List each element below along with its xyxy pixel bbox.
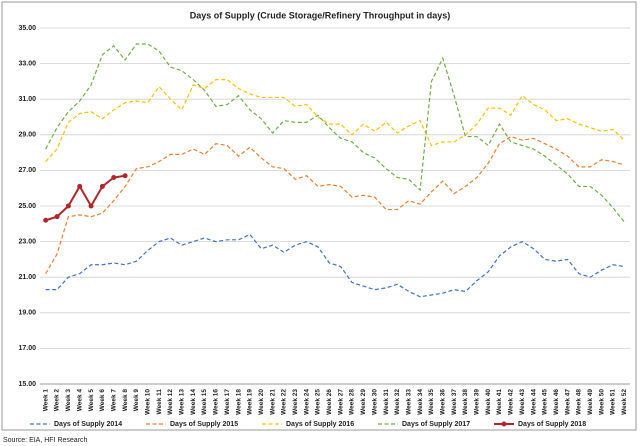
chart-title: Days of Supply (Crude Storage/Refinery T… bbox=[190, 10, 451, 20]
x-tick-label: Week 16 bbox=[213, 389, 220, 415]
y-tick-label: 27.00 bbox=[18, 167, 36, 174]
x-tick-label: Week 46 bbox=[553, 389, 560, 415]
series-marker bbox=[111, 175, 117, 181]
x-tick-label: Week 51 bbox=[610, 389, 617, 415]
y-tick-label: 25.00 bbox=[18, 203, 36, 210]
x-tick-label: Week 17 bbox=[224, 389, 231, 415]
x-tick-label: Week 23 bbox=[292, 389, 299, 415]
x-tick-label: Week 19 bbox=[247, 389, 254, 415]
legend-label: Days of Supply 2014 bbox=[54, 421, 122, 428]
x-tick-label: Week 33 bbox=[405, 389, 412, 415]
x-tick-label: Week 36 bbox=[440, 389, 447, 415]
x-tick-label: Week 6 bbox=[99, 389, 106, 412]
x-tick-label: Week 52 bbox=[621, 389, 628, 415]
x-tick-label: Week 1 bbox=[42, 389, 49, 412]
x-tick-label: Week 21 bbox=[269, 389, 276, 415]
x-tick-label: Week 44 bbox=[530, 389, 537, 415]
y-tick-label: 33.00 bbox=[18, 60, 36, 67]
legend-label: Days of Supply 2016 bbox=[286, 421, 354, 428]
series-line bbox=[45, 43, 625, 223]
x-tick-label: Week 39 bbox=[474, 389, 481, 415]
x-tick-label: Week 37 bbox=[451, 389, 458, 415]
x-tick-label: Week 24 bbox=[303, 389, 310, 415]
x-tick-label: Week 12 bbox=[167, 389, 174, 415]
series-line bbox=[45, 135, 625, 274]
x-tick-label: Week 7 bbox=[110, 389, 117, 412]
x-tick-label: Week 29 bbox=[360, 389, 367, 415]
x-tick-label: Week 41 bbox=[496, 389, 503, 415]
legend-label: Days of Supply 2017 bbox=[402, 421, 470, 428]
x-tick-label: Week 50 bbox=[598, 389, 605, 415]
x-tick-label: Week 27 bbox=[337, 389, 344, 415]
x-tick-label: Week 34 bbox=[417, 389, 424, 415]
y-tick-label: 21.00 bbox=[18, 274, 36, 281]
x-tick-label: Week 26 bbox=[326, 389, 333, 415]
x-tick-label: Week 47 bbox=[564, 389, 571, 415]
legend-marker bbox=[501, 421, 507, 427]
x-tick-label: Week 5 bbox=[88, 389, 95, 412]
x-tick-label: Week 11 bbox=[156, 389, 163, 415]
legend-label: Days of Supply 2018 bbox=[518, 421, 586, 428]
y-tick-label: 19.00 bbox=[18, 310, 36, 317]
series-marker bbox=[99, 183, 105, 189]
x-tick-label: Week 18 bbox=[235, 389, 242, 415]
series-marker bbox=[122, 173, 128, 179]
x-tick-label: Week 4 bbox=[76, 389, 83, 412]
x-tick-label: Week 3 bbox=[65, 389, 72, 412]
x-tick-label: Week 48 bbox=[576, 389, 583, 415]
x-tick-label: Week 22 bbox=[281, 389, 288, 415]
x-tick-label: Week 15 bbox=[201, 389, 208, 415]
source-note: Source: EIA, HFI Research bbox=[3, 437, 88, 444]
series-marker bbox=[88, 203, 94, 209]
x-tick-label: Week 14 bbox=[190, 389, 197, 415]
x-tick-label: Week 8 bbox=[122, 389, 129, 412]
series-marker bbox=[77, 183, 83, 189]
x-tick-label: Week 2 bbox=[54, 389, 61, 412]
chart-frame bbox=[1, 1, 637, 431]
x-tick-label: Week 38 bbox=[462, 389, 469, 415]
x-tick-label: Week 9 bbox=[133, 389, 140, 412]
y-tick-label: 15.00 bbox=[18, 381, 36, 388]
x-tick-label: Week 31 bbox=[383, 389, 390, 415]
x-tick-label: Week 20 bbox=[258, 389, 265, 415]
y-tick-label: 31.00 bbox=[18, 96, 36, 103]
x-tick-label: Week 43 bbox=[519, 389, 526, 415]
series-marker bbox=[43, 217, 49, 223]
x-tick-label: Week 32 bbox=[394, 389, 401, 415]
legend-label: Days of Supply 2015 bbox=[170, 421, 238, 428]
series-marker bbox=[65, 203, 71, 209]
x-tick-label: Week 35 bbox=[428, 389, 435, 415]
x-tick-label: Week 30 bbox=[371, 389, 378, 415]
x-tick-label: Week 45 bbox=[542, 389, 549, 415]
series-line bbox=[45, 79, 625, 162]
x-tick-label: Week 10 bbox=[145, 389, 152, 415]
series-line bbox=[45, 233, 625, 298]
x-tick-label: Week 49 bbox=[587, 389, 594, 415]
x-tick-label: Week 25 bbox=[315, 389, 322, 415]
y-tick-label: 29.00 bbox=[18, 132, 36, 139]
x-tick-label: Week 13 bbox=[179, 389, 186, 415]
x-tick-label: Week 40 bbox=[485, 389, 492, 415]
y-tick-label: 35.00 bbox=[18, 25, 36, 32]
series-marker bbox=[54, 214, 60, 220]
x-tick-label: Week 28 bbox=[349, 389, 356, 415]
y-tick-label: 23.00 bbox=[18, 238, 36, 245]
y-tick-label: 17.00 bbox=[18, 345, 36, 352]
x-tick-label: Week 42 bbox=[508, 389, 515, 415]
